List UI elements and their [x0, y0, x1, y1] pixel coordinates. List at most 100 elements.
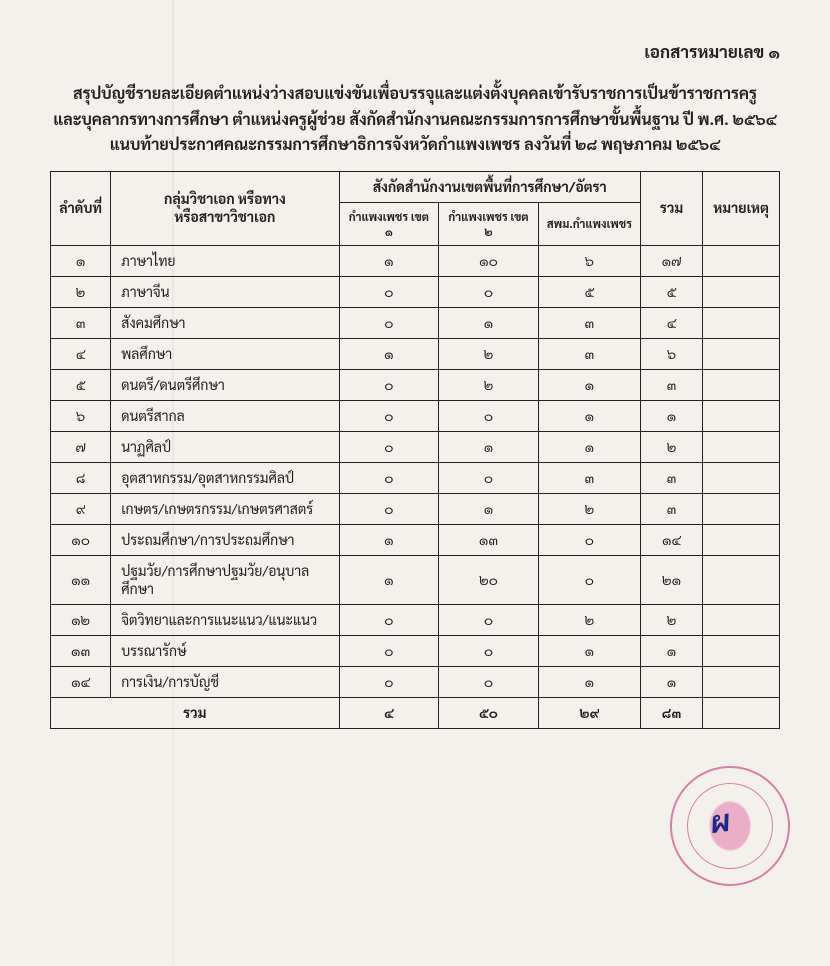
cell-remark: [703, 462, 780, 493]
cell-remark: [703, 245, 780, 276]
table-row: ๓สังคมศึกษา๐๑๓๔: [51, 307, 780, 338]
cell-remark: [703, 307, 780, 338]
cell-subject: ดนตรี/ดนตรีศึกษา: [111, 369, 339, 400]
cell-area3: ๐: [538, 555, 640, 604]
cell-subject: จิตวิทยาและการแนะแนว/แนะแนว: [111, 604, 339, 635]
table-row: ๑ภาษาไทย๑๑๐๖๑๗: [51, 245, 780, 276]
stamp-inner-ring-icon: [687, 783, 773, 869]
positions-table: ลำดับที่ กลุ่มวิชาเอก หรือทาง หรือสาขาวิ…: [50, 171, 780, 729]
th-total: รวม: [640, 171, 702, 245]
cell-area3: ๓: [538, 307, 640, 338]
document-number: เอกสารหมายเลข ๑: [50, 40, 780, 62]
table-row: ๔พลศึกษา๑๒๓๖: [51, 338, 780, 369]
table-row: ๑๒จิตวิทยาและการแนะแนว/แนะแนว๐๐๒๒: [51, 604, 780, 635]
cell-remark: [703, 555, 780, 604]
cell-subject: อุตสาหกรรม/อุตสาหกรรมศิลป์: [111, 462, 339, 493]
table-body: ๑ภาษาไทย๑๑๐๖๑๗๒ภาษาจีน๐๐๕๕๓สังคมศึกษา๐๑๓…: [51, 245, 780, 697]
cell-subject: การเงิน/การบัญชี: [111, 666, 339, 697]
cell-subject: เกษตร/เกษตรกรรม/เกษตรศาสตร์: [111, 493, 339, 524]
cell-subject: นาฏศิลป์: [111, 431, 339, 462]
table-row: ๒ภาษาจีน๐๐๕๕: [51, 276, 780, 307]
cell-sum: ๖: [640, 338, 702, 369]
table-row: ๘อุตสาหกรรม/อุตสาหกรรมศิลป์๐๐๓๓: [51, 462, 780, 493]
total-remark: [703, 697, 780, 728]
cell-sum: ๓: [640, 493, 702, 524]
cell-remark: [703, 338, 780, 369]
th-order: ลำดับที่: [51, 171, 111, 245]
cell-sum: ๒: [640, 431, 702, 462]
cell-area1: ๑: [339, 338, 439, 369]
cell-area3: ๖: [538, 245, 640, 276]
cell-subject: ภาษาไทย: [111, 245, 339, 276]
cell-order: ๑๓: [51, 635, 111, 666]
cell-area2: ๐: [439, 666, 539, 697]
table-row: ๗นาฏศิลป์๐๑๑๒: [51, 431, 780, 462]
th-area3: สพม.กำแพงเพชร: [538, 202, 640, 245]
cell-order: ๑๔: [51, 666, 111, 697]
total-a1: ๔: [339, 697, 439, 728]
cell-area1: ๐: [339, 493, 439, 524]
cell-remark: [703, 400, 780, 431]
cell-area1: ๐: [339, 400, 439, 431]
cell-order: ๔: [51, 338, 111, 369]
cell-remark: [703, 604, 780, 635]
th-area2: กำแพงเพชร เขต ๒: [439, 202, 539, 245]
cell-area2: ๑: [439, 493, 539, 524]
cell-area2: ๑๓: [439, 524, 539, 555]
cell-subject: สังคมศึกษา: [111, 307, 339, 338]
official-stamp: ผ: [670, 766, 790, 886]
stamp-ring-icon: [670, 766, 790, 886]
cell-remark: [703, 369, 780, 400]
cell-area2: ๐: [439, 400, 539, 431]
table-row: ๕ดนตรี/ดนตรีศึกษา๐๒๑๓: [51, 369, 780, 400]
cell-order: ๑: [51, 245, 111, 276]
cell-sum: ๑: [640, 400, 702, 431]
cell-sum: ๑: [640, 666, 702, 697]
cell-area2: ๐: [439, 276, 539, 307]
cell-order: ๒: [51, 276, 111, 307]
cell-order: ๑๒: [51, 604, 111, 635]
cell-area3: ๓: [538, 462, 640, 493]
cell-subject: ประถมศึกษา/การประถมศึกษา: [111, 524, 339, 555]
cell-remark: [703, 524, 780, 555]
cell-subject: ดนตรีสากล: [111, 400, 339, 431]
th-remark: หมายเหตุ: [703, 171, 780, 245]
cell-sum: ๑๔: [640, 524, 702, 555]
title-line-2: และบุคลากรทางการศึกษา ตำแหน่งครูผู้ช่วย …: [50, 106, 780, 132]
cell-subject: พลศึกษา: [111, 338, 339, 369]
cell-area3: ๑: [538, 666, 640, 697]
th-subject: กลุ่มวิชาเอก หรือทาง หรือสาขาวิชาเอก: [111, 171, 339, 245]
table-row: ๑๑ปฐมวัย/การศึกษาปฐมวัย/อนุบาลศึกษา๑๒๐๐๒…: [51, 555, 780, 604]
cell-area2: ๒: [439, 338, 539, 369]
cell-subject: บรรณารักษ์: [111, 635, 339, 666]
cell-area1: ๐: [339, 604, 439, 635]
cell-area2: ๑: [439, 307, 539, 338]
table-row: ๖ดนตรีสากล๐๐๑๑: [51, 400, 780, 431]
cell-order: ๗: [51, 431, 111, 462]
title-line-1: สรุปบัญชีรายละเอียดตำแหน่งว่างสอบแข่งขัน…: [50, 80, 780, 106]
table-row: ๑๔การเงิน/การบัญชี๐๐๑๑: [51, 666, 780, 697]
cell-area1: ๑: [339, 524, 439, 555]
cell-area3: ๑: [538, 369, 640, 400]
th-area-group: สังกัดสำนักงานเขตพื้นที่การศึกษา/อัตรา: [339, 171, 640, 202]
cell-sum: ๔: [640, 307, 702, 338]
cell-order: ๓: [51, 307, 111, 338]
cell-sum: ๒๑: [640, 555, 702, 604]
cell-sum: ๒: [640, 604, 702, 635]
cell-subject: ภาษาจีน: [111, 276, 339, 307]
cell-order: ๖: [51, 400, 111, 431]
title-line-3: แนบท้ายประกาศคณะกรรมการศึกษาธิการจังหวัด…: [50, 131, 780, 157]
cell-subject: ปฐมวัย/การศึกษาปฐมวัย/อนุบาลศึกษา: [111, 555, 339, 604]
cell-order: ๕: [51, 369, 111, 400]
cell-area1: ๑: [339, 555, 439, 604]
cell-sum: ๓: [640, 369, 702, 400]
cell-area1: ๑: [339, 245, 439, 276]
cell-order: ๑๑: [51, 555, 111, 604]
cell-area2: ๑๐: [439, 245, 539, 276]
total-a2: ๕๐: [439, 697, 539, 728]
cell-order: ๑๐: [51, 524, 111, 555]
cell-area3: ๐: [538, 524, 640, 555]
table-row: ๙เกษตร/เกษตรกรรม/เกษตรศาสตร์๐๑๒๓: [51, 493, 780, 524]
cell-area2: ๐: [439, 635, 539, 666]
table-row: ๑๐ประถมศึกษา/การประถมศึกษา๑๑๓๐๑๔: [51, 524, 780, 555]
